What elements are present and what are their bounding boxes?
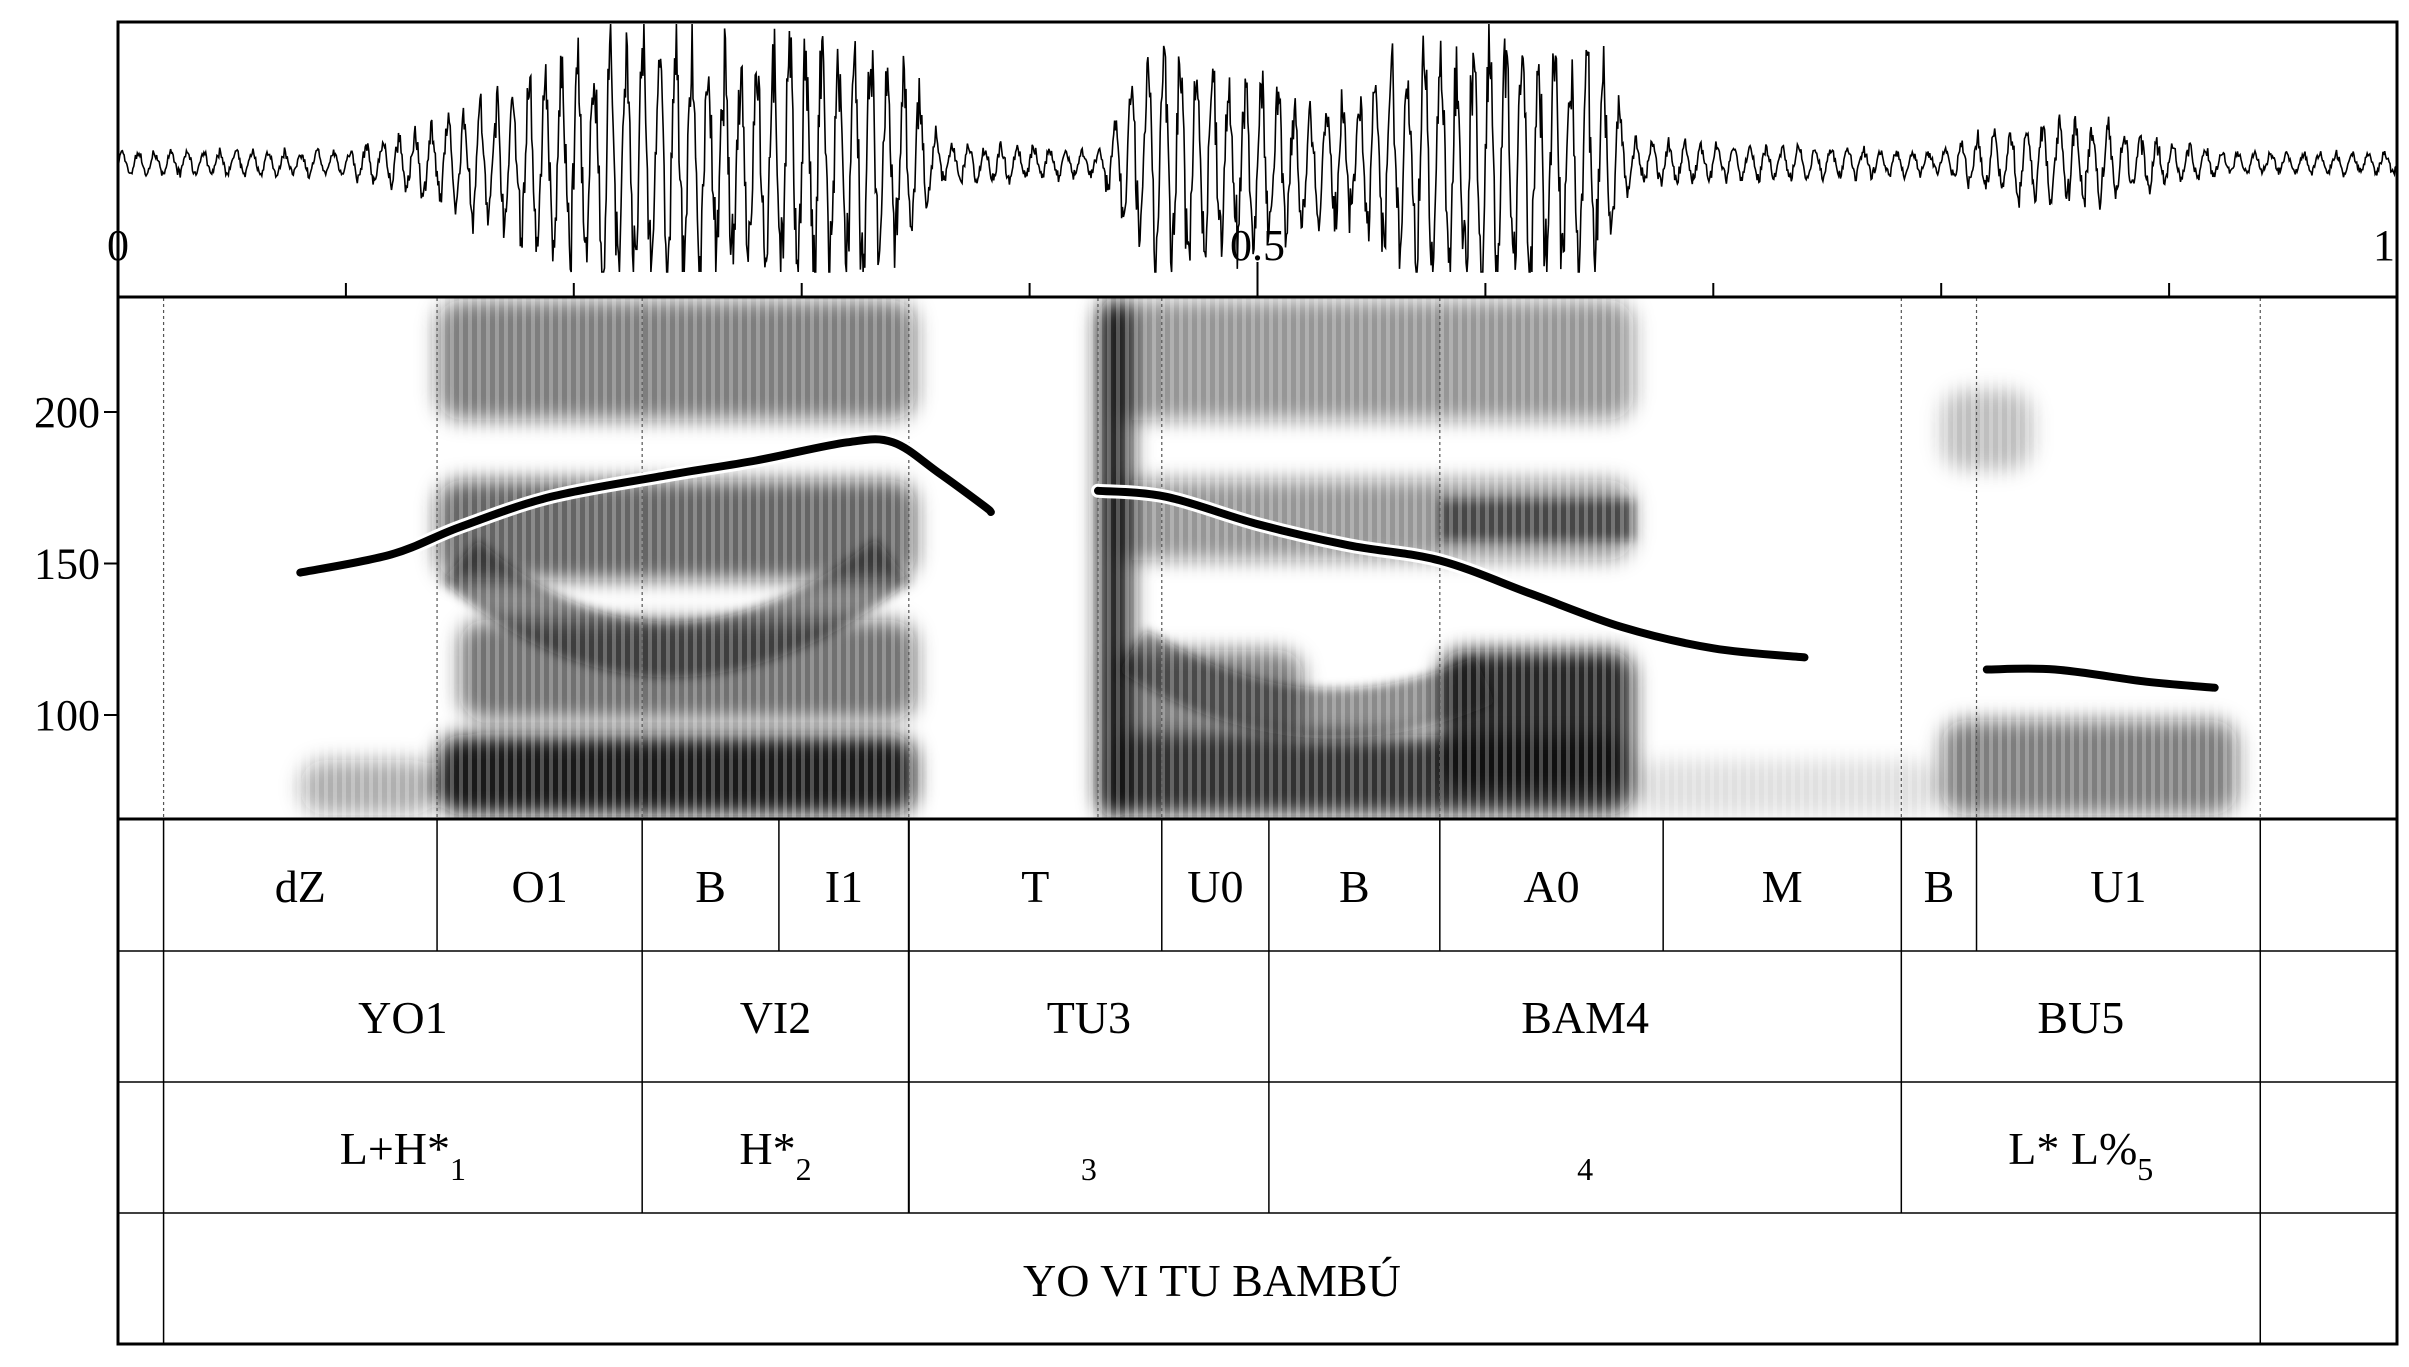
sentence-tier: YO VI TU BAMBÚ	[162, 1213, 2262, 1344]
segment-label: B	[1924, 861, 1955, 912]
pitch-contours	[293, 432, 2222, 695]
time-tick-label: 0	[107, 221, 129, 270]
tone-subscript: 5	[2137, 1151, 2153, 1187]
segment-label-text: T	[1021, 861, 1049, 912]
spectrogram-image	[118, 298, 2397, 819]
segment-label: U1	[2090, 861, 2146, 912]
segment-label-text: A0	[1523, 861, 1579, 912]
syllable-label: BAM4	[1521, 992, 1649, 1043]
sentence-label-text: YO VI TU BAMBÚ	[1023, 1255, 1401, 1306]
segment-label: B	[1339, 861, 1370, 912]
spectrogram-boundaries	[162, 298, 2261, 819]
segment-label-text: dZ	[275, 861, 326, 912]
segment-label-text: B	[1924, 861, 1955, 912]
syllable-label: BU5	[2037, 992, 2124, 1043]
syllable-label: TU3	[1047, 992, 1131, 1043]
sentence-label: YO VI TU BAMBÚ	[1023, 1255, 1401, 1306]
time-tick-label: 0.5	[1230, 221, 1285, 270]
annotation-tiers: dZ O1 B I1 T U0 B A0 M B U1 YO1 VI2 TU3 BAM4 BU5 L+H*1…	[116, 817, 2399, 1346]
segment-tier: dZ O1 B I1 T U0 B A0 M B U1	[162, 819, 2262, 1213]
tone-label-text: L+H*	[340, 1123, 450, 1174]
tone-subscript: 3	[1081, 1151, 1097, 1187]
segment-label: dZ	[275, 861, 326, 912]
tone-label-text: H*	[739, 1123, 795, 1174]
pitch-tick-label: 150	[34, 540, 100, 589]
segment-label: O1	[511, 861, 567, 912]
syllable-label-text: YO1	[358, 992, 447, 1043]
tone-label: 4	[1577, 1151, 1593, 1187]
tone-subscript: 2	[796, 1151, 812, 1187]
syllable-label-text: TU3	[1047, 992, 1131, 1043]
syllable-label-text: BU5	[2037, 992, 2124, 1043]
tone-subscript: 4	[1577, 1151, 1593, 1187]
syllable-label-text: BAM4	[1521, 992, 1649, 1043]
segment-label: U0	[1187, 861, 1243, 912]
pitch-contour	[1982, 664, 2219, 692]
waveform-panel: 0 0.5 1	[107, 20, 2399, 299]
segment-label-text: U1	[2090, 861, 2146, 912]
tone-subscript: 1	[450, 1151, 466, 1187]
segment-label-text: M	[1762, 861, 1803, 912]
time-axis: 0 0.5 1	[107, 221, 2398, 297]
segment-label-text: I1	[825, 861, 863, 912]
waveform-signal	[117, 23, 2398, 273]
syllable-label: YO1	[358, 992, 447, 1043]
segment-label: M	[1762, 861, 1803, 912]
tone-label-text: L* L%	[2008, 1123, 2137, 1174]
segment-label-text: B	[1339, 861, 1370, 912]
pitch-tick-label: 200	[34, 388, 100, 437]
segment-label-text: U0	[1187, 861, 1243, 912]
pitch-contour	[1094, 486, 1809, 662]
segment-label-text: O1	[511, 861, 567, 912]
tone-label: H*2	[739, 1123, 811, 1187]
syllable-label: VI2	[740, 992, 812, 1043]
tone-label: 3	[1081, 1151, 1097, 1187]
pitch-axis: 200 150 100	[34, 388, 118, 740]
tone-label: L* L%5	[2008, 1123, 2153, 1187]
time-tick-label: 1	[2373, 221, 2395, 270]
segment-label: I1	[825, 861, 863, 912]
tone-label: L+H*1	[340, 1123, 466, 1187]
segment-label: B	[695, 861, 726, 912]
tone-tier: L+H*1 H*2 3 4 L* L%5	[162, 1082, 2262, 1213]
syllable-tier: YO1 VI2 TU3 BAM4 BU5	[162, 951, 2262, 1082]
segment-label-text: B	[695, 861, 726, 912]
syllable-label-text: VI2	[740, 992, 812, 1043]
pitch-tick-label: 100	[34, 691, 100, 740]
segment-label: T	[1021, 861, 1049, 912]
spectrogram-panel: 200 150 100	[34, 295, 2399, 821]
pitch-contour	[296, 435, 995, 577]
segment-label: A0	[1523, 861, 1579, 912]
